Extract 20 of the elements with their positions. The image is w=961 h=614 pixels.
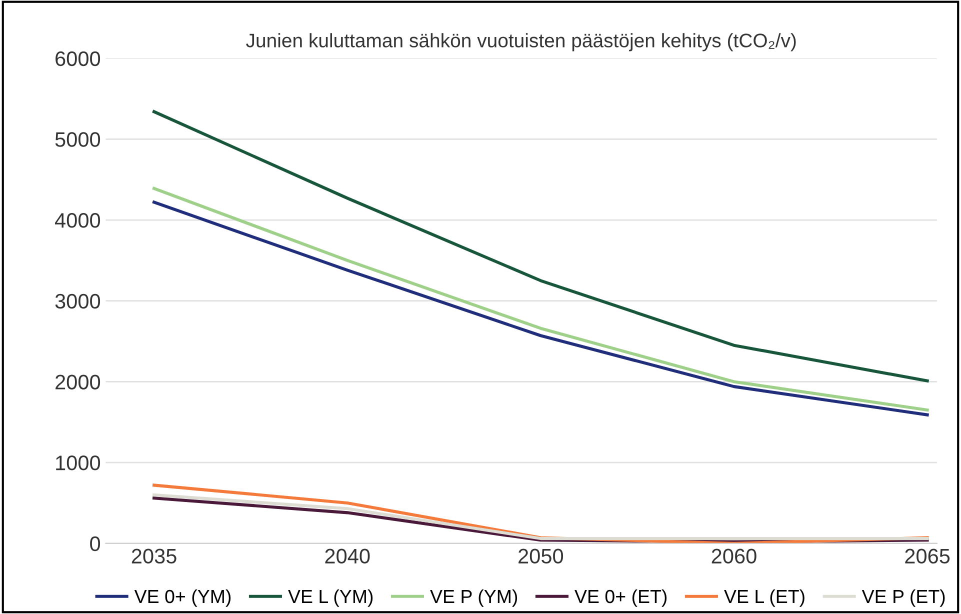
legend-label: VE 0+ (YM): [134, 589, 231, 607]
x-tick-label: 2050: [518, 548, 564, 564]
legend-label: VE L (YM): [288, 589, 373, 607]
line-series: [152, 110, 929, 382]
y-tick-label: 5000: [55, 132, 100, 147]
x-tick-label: 2065: [905, 548, 950, 564]
y-tick-label: 2000: [56, 374, 100, 390]
chart-title: Junien kuluttaman sähkön vuotuisten päästöjen kehitys (tCO₂/v): [246, 33, 796, 52]
x-tick-label: 2040: [325, 548, 370, 564]
legend-label: VE 0+ (ET): [574, 589, 667, 607]
legend-label: VE P (ET): [862, 589, 945, 607]
legend-label: VE L (ET): [724, 589, 804, 607]
y-tick-label: 0: [90, 536, 100, 552]
y-tick-label: 4000: [54, 213, 100, 228]
x-tick-label: 2035: [132, 548, 176, 564]
x-tick-label: 2060: [712, 548, 756, 564]
y-tick-label: 3000: [55, 294, 100, 309]
legend-label: VE P (YM): [430, 589, 518, 607]
y-tick-label: 1000: [56, 456, 100, 470]
y-tick-label: 6000: [56, 51, 100, 66]
